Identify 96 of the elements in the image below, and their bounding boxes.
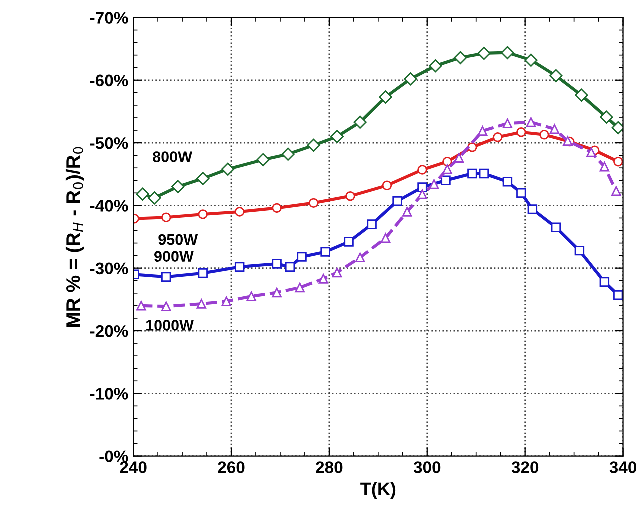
point	[429, 180, 440, 190]
point	[198, 210, 208, 220]
point	[320, 247, 330, 257]
point	[468, 168, 478, 179]
y-tick-label: -30%	[90, 262, 128, 275]
series-label: 800W	[153, 152, 192, 162]
point	[330, 130, 344, 144]
point	[501, 46, 514, 60]
point	[516, 128, 526, 138]
point	[196, 299, 206, 309]
x-tick-label: 300	[414, 462, 441, 474]
point	[550, 69, 563, 83]
point	[295, 282, 305, 293]
point	[307, 138, 320, 152]
point	[355, 252, 366, 263]
point	[308, 198, 319, 208]
point	[198, 268, 208, 278]
x-tick-label: 280	[316, 462, 343, 474]
point	[418, 182, 428, 192]
point	[402, 207, 412, 217]
point	[318, 274, 328, 284]
point	[222, 296, 232, 306]
point	[332, 268, 342, 278]
point	[478, 126, 488, 136]
point	[404, 72, 418, 86]
point	[493, 132, 503, 142]
point	[382, 180, 392, 191]
point	[478, 46, 491, 60]
point	[172, 180, 185, 194]
y-tick-label: -0%	[100, 450, 128, 463]
point	[367, 220, 377, 230]
point	[162, 302, 172, 312]
point	[540, 130, 550, 140]
y-tick-label: -40%	[90, 200, 128, 212]
point	[272, 259, 282, 269]
point	[392, 196, 402, 206]
x-axis-title: T(K)	[360, 482, 396, 500]
point	[234, 262, 245, 272]
point	[346, 191, 356, 202]
point	[524, 54, 538, 67]
point	[575, 88, 588, 102]
point	[272, 203, 282, 214]
x-tick-label: 260	[218, 462, 245, 474]
point	[600, 162, 610, 172]
point	[379, 90, 392, 104]
y-tick-label: -20%	[90, 325, 128, 338]
point	[136, 301, 146, 311]
point	[612, 121, 624, 135]
point	[442, 164, 452, 174]
point	[418, 165, 428, 175]
x-tick-label: 240	[120, 462, 147, 474]
x-tick-label: 320	[512, 462, 539, 474]
point	[612, 186, 622, 196]
point	[528, 204, 538, 214]
y-tick-label: -60%	[90, 74, 128, 87]
point	[614, 156, 624, 167]
point	[148, 192, 162, 205]
point	[614, 290, 624, 300]
series-label: 1000W	[146, 320, 194, 331]
point	[246, 292, 256, 302]
point	[441, 176, 451, 186]
point	[479, 168, 490, 179]
point	[221, 162, 235, 176]
point	[454, 51, 468, 64]
point	[272, 288, 282, 298]
point	[600, 277, 610, 287]
point	[526, 118, 536, 128]
point	[418, 190, 428, 200]
point	[196, 172, 210, 186]
point	[256, 153, 270, 167]
point	[354, 116, 367, 129]
point	[234, 207, 245, 217]
series-label: 900W	[154, 251, 194, 262]
point	[429, 59, 442, 73]
point	[344, 237, 354, 247]
point	[516, 188, 526, 198]
y-axis-title: MR % = (R$_{H}$ - R$_{0}$)/R$_{0}$	[66, 147, 84, 328]
point	[550, 124, 560, 134]
y-tick-label: -10%	[90, 388, 128, 400]
point	[282, 148, 295, 161]
point	[162, 272, 172, 282]
point	[136, 188, 150, 202]
point	[502, 118, 513, 128]
point	[502, 177, 513, 187]
series-label: 950W	[158, 234, 198, 246]
point	[380, 233, 391, 244]
point	[162, 212, 172, 222]
point	[600, 110, 614, 124]
point	[297, 252, 307, 262]
y-tick-label: -70%	[90, 12, 128, 24]
point	[551, 222, 562, 232]
point	[586, 148, 596, 158]
y-tick-label: -50%	[90, 137, 128, 150]
point	[454, 153, 464, 163]
point	[285, 262, 296, 272]
point	[574, 246, 585, 256]
